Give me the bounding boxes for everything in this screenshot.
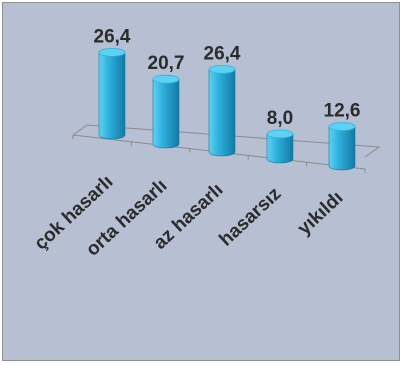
bar bbox=[152, 74, 180, 149]
bar bbox=[328, 122, 356, 171]
bar bbox=[208, 64, 236, 157]
value-label: 26,4 bbox=[204, 43, 241, 64]
bar-body bbox=[328, 126, 356, 171]
bar-top bbox=[152, 74, 180, 84]
value-label: 26,4 bbox=[94, 26, 131, 47]
bars-group bbox=[98, 47, 356, 171]
bar-top bbox=[208, 64, 236, 74]
value-labels-group: 26,4 20,7 26,4 8,0 12,6 bbox=[94, 26, 361, 129]
bar-body bbox=[152, 78, 180, 149]
value-label: 8,0 bbox=[267, 108, 293, 129]
bar-top bbox=[266, 129, 294, 139]
value-label: 20,7 bbox=[148, 53, 185, 74]
bar bbox=[266, 129, 294, 164]
bar-top bbox=[98, 47, 126, 57]
bar-body bbox=[208, 69, 236, 157]
bar-body bbox=[98, 52, 126, 140]
bar-top bbox=[328, 122, 356, 131]
chart-area: 26,4 20,7 26,4 8,0 12,6 çok hasarlı orta hasa… bbox=[2, 2, 400, 361]
bar bbox=[98, 47, 126, 140]
value-label: 12,6 bbox=[324, 101, 361, 122]
bar-body bbox=[266, 133, 294, 164]
category-label: yıkıldı bbox=[294, 187, 348, 239]
